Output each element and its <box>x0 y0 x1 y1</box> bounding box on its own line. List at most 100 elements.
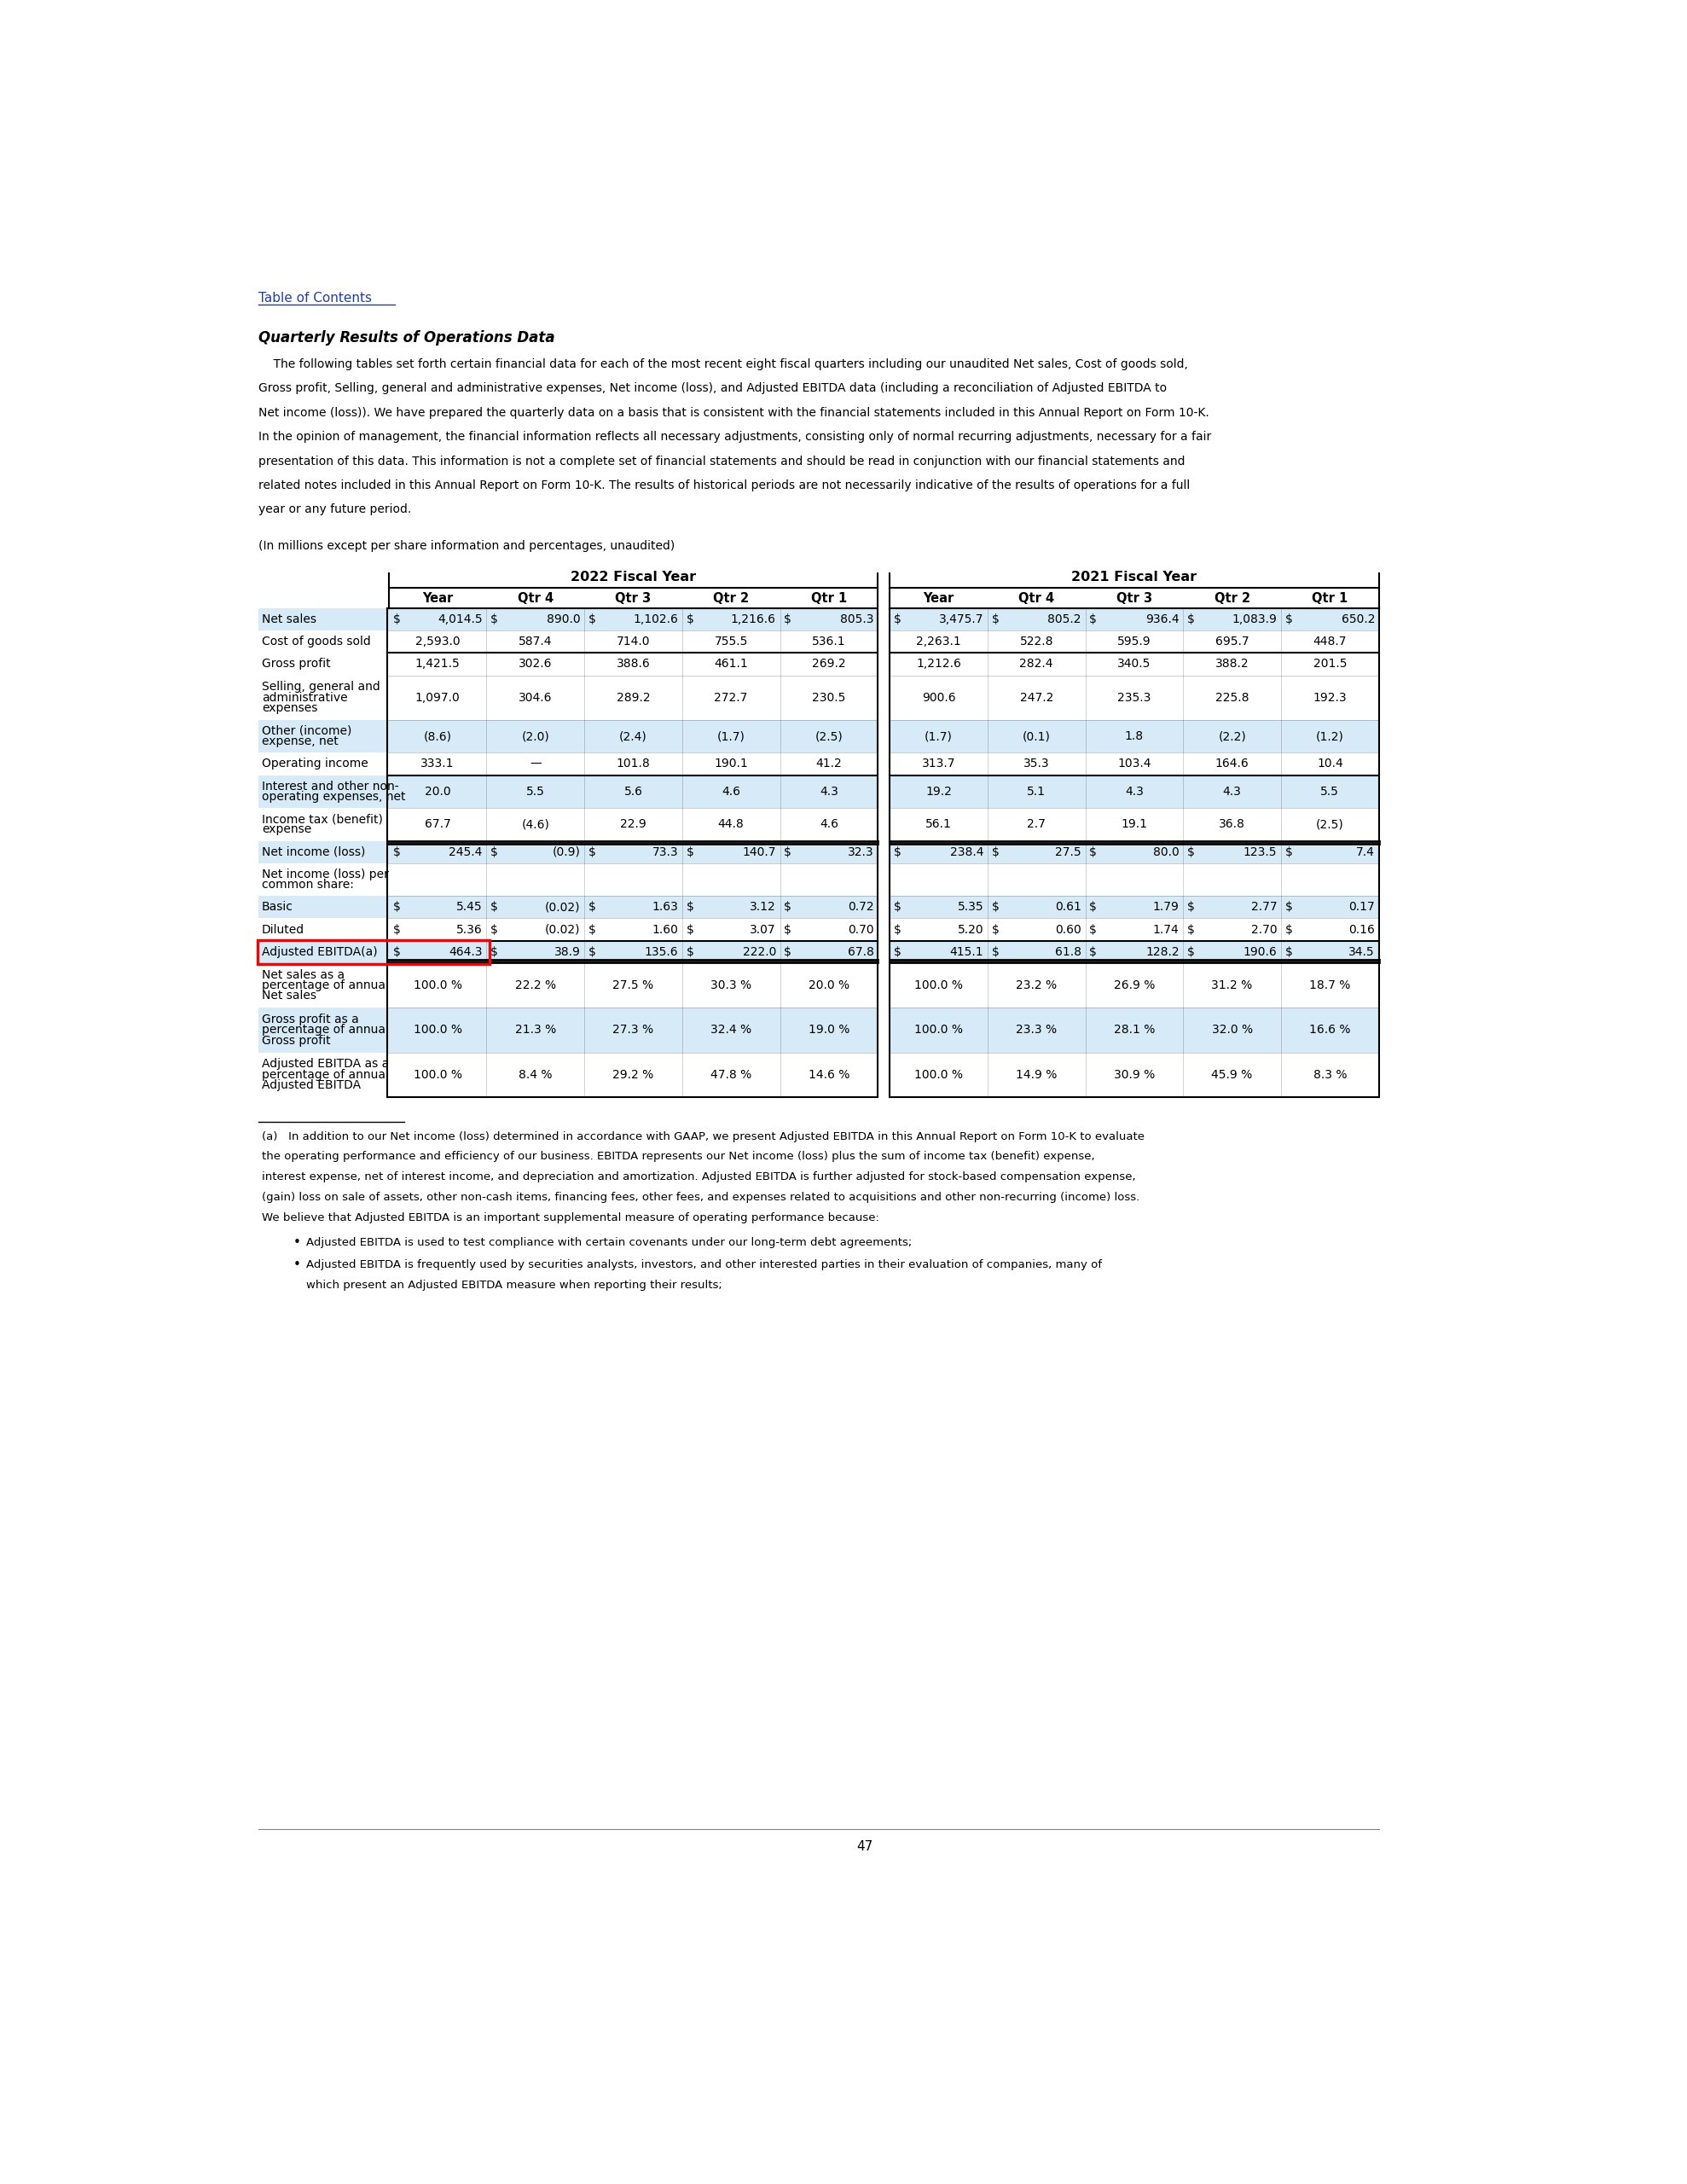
Text: 536.1: 536.1 <box>811 636 845 649</box>
Text: $: $ <box>1285 924 1292 935</box>
Text: Net income (loss)). We have prepared the quarterly data on a basis that is consi: Net income (loss)). We have prepared the… <box>258 406 1210 419</box>
Text: 73.3: 73.3 <box>653 845 678 858</box>
Text: $: $ <box>784 614 791 625</box>
Text: 0.70: 0.70 <box>849 924 874 935</box>
Text: 45.9 %: 45.9 % <box>1211 1068 1253 1081</box>
Bar <box>256 939 489 963</box>
Text: Gross profit, Selling, general and administrative expenses, Net income (loss), a: Gross profit, Selling, general and admin… <box>258 382 1167 393</box>
Text: Net sales as a: Net sales as a <box>261 970 344 981</box>
Text: (2.5): (2.5) <box>1316 819 1345 830</box>
Text: 464.3: 464.3 <box>449 946 482 959</box>
Bar <box>258 775 388 808</box>
Text: the operating performance and efficiency of our business. EBITDA represents our : the operating performance and efficiency… <box>261 1151 1095 1162</box>
Text: 100.0 %: 100.0 % <box>413 978 462 992</box>
Text: Qtr 2: Qtr 2 <box>1215 592 1250 605</box>
Text: 755.5: 755.5 <box>714 636 747 649</box>
Text: $: $ <box>393 902 400 913</box>
Text: 32.0 %: 32.0 % <box>1211 1024 1253 1035</box>
Text: 4.3: 4.3 <box>1125 786 1144 797</box>
Text: 44.8: 44.8 <box>719 819 744 830</box>
Text: 448.7: 448.7 <box>1312 636 1346 649</box>
Text: 47: 47 <box>857 1841 872 1852</box>
Text: which present an Adjusted EBITDA measure when reporting their results;: which present an Adjusted EBITDA measure… <box>305 1280 722 1291</box>
Text: $: $ <box>1188 924 1194 935</box>
Text: $: $ <box>589 845 596 858</box>
Text: 35.3: 35.3 <box>1024 758 1049 771</box>
Text: $: $ <box>491 902 498 913</box>
Text: Basic: Basic <box>261 902 294 913</box>
Text: 201.5: 201.5 <box>1312 657 1346 670</box>
Text: $: $ <box>1285 845 1292 858</box>
Text: (8.6): (8.6) <box>423 729 452 743</box>
Bar <box>889 895 1378 917</box>
Text: 1,421.5: 1,421.5 <box>415 657 461 670</box>
Text: 18.7 %: 18.7 % <box>1309 978 1351 992</box>
Text: 28.1 %: 28.1 % <box>1113 1024 1156 1035</box>
Text: 4.6: 4.6 <box>722 786 741 797</box>
Text: 415.1: 415.1 <box>950 946 984 959</box>
Text: 192.3: 192.3 <box>1312 692 1346 703</box>
Text: 100.0 %: 100.0 % <box>914 978 963 992</box>
Text: $: $ <box>491 946 498 959</box>
Bar <box>258 895 388 917</box>
Text: $: $ <box>393 924 400 935</box>
Text: 5.20: 5.20 <box>958 924 984 935</box>
Text: 135.6: 135.6 <box>644 946 678 959</box>
Text: percentage of annual: percentage of annual <box>261 978 388 992</box>
Text: 650.2: 650.2 <box>1341 614 1375 625</box>
Text: (0.02): (0.02) <box>545 902 580 913</box>
Text: 936.4: 936.4 <box>1145 614 1179 625</box>
Text: 19.2: 19.2 <box>926 786 951 797</box>
Text: 1,102.6: 1,102.6 <box>633 614 678 625</box>
Text: Diluted: Diluted <box>261 924 305 935</box>
Text: 235.3: 235.3 <box>1117 692 1151 703</box>
Text: $: $ <box>992 946 999 959</box>
Text: 0.16: 0.16 <box>1348 924 1375 935</box>
Text: 19.0 %: 19.0 % <box>808 1024 850 1035</box>
Text: 31.2 %: 31.2 % <box>1211 978 1253 992</box>
Text: 1,097.0: 1,097.0 <box>415 692 461 703</box>
Text: 23.2 %: 23.2 % <box>1016 978 1058 992</box>
Text: 230.5: 230.5 <box>811 692 845 703</box>
Text: 461.1: 461.1 <box>714 657 747 670</box>
Text: 140.7: 140.7 <box>742 845 776 858</box>
Text: 16.6 %: 16.6 % <box>1309 1024 1351 1035</box>
Bar <box>889 841 1378 863</box>
Text: $: $ <box>1285 946 1292 959</box>
Text: interest expense, net of interest income, and depreciation and amortization. Adj: interest expense, net of interest income… <box>261 1171 1135 1184</box>
Text: 0.72: 0.72 <box>849 902 874 913</box>
Text: 2.7: 2.7 <box>1027 819 1046 830</box>
Text: The following tables set forth certain financial data for each of the most recen: The following tables set forth certain f… <box>258 358 1188 369</box>
Bar <box>889 775 1378 808</box>
Bar <box>889 721 1378 753</box>
Text: 80.0: 80.0 <box>1152 845 1179 858</box>
Bar <box>258 721 388 753</box>
Text: 100.0 %: 100.0 % <box>413 1024 462 1035</box>
Text: 100.0 %: 100.0 % <box>914 1068 963 1081</box>
Text: 805.2: 805.2 <box>1048 614 1081 625</box>
Text: $: $ <box>589 614 596 625</box>
Text: 522.8: 522.8 <box>1019 636 1053 649</box>
Text: 30.9 %: 30.9 % <box>1113 1068 1156 1081</box>
Text: 56.1: 56.1 <box>926 819 951 830</box>
Text: Adjusted EBITDA(a): Adjusted EBITDA(a) <box>261 946 378 959</box>
Text: 101.8: 101.8 <box>616 758 649 771</box>
Text: 27.3 %: 27.3 % <box>612 1024 655 1035</box>
Text: $: $ <box>992 845 999 858</box>
Text: 340.5: 340.5 <box>1117 657 1151 670</box>
Text: Year: Year <box>422 592 454 605</box>
Text: Adjusted EBITDA as a: Adjusted EBITDA as a <box>261 1059 390 1070</box>
Text: 282.4: 282.4 <box>1019 657 1053 670</box>
Text: (4.6): (4.6) <box>521 819 550 830</box>
Text: $: $ <box>894 614 901 625</box>
Text: 4,014.5: 4,014.5 <box>437 614 482 625</box>
Text: Adjusted EBITDA is frequently used by securities analysts, investors, and other : Adjusted EBITDA is frequently used by se… <box>305 1260 1102 1271</box>
Text: $: $ <box>1090 924 1097 935</box>
Text: operating expenses, net: operating expenses, net <box>261 791 405 804</box>
Text: 302.6: 302.6 <box>518 657 552 670</box>
Text: $: $ <box>1285 614 1292 625</box>
Text: $: $ <box>1188 902 1194 913</box>
Text: 695.7: 695.7 <box>1215 636 1248 649</box>
Text: (2.0): (2.0) <box>521 729 550 743</box>
Text: 289.2: 289.2 <box>616 692 649 703</box>
